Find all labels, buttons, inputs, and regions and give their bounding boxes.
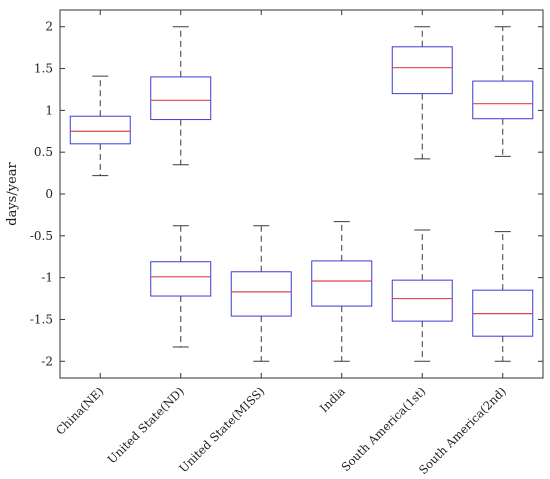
x-tick-label: United State(ND) (105, 384, 187, 466)
y-tick-label: -1.5 (30, 312, 53, 326)
iqr-box (391, 279, 453, 322)
y-axis: 2 1.5 1 0.5 0 -0.5 -1 -1.5 -2 (30, 20, 543, 368)
box-negative (150, 225, 212, 348)
iqr-box (150, 76, 212, 121)
y-tick-label: -2 (41, 354, 53, 368)
box-positive (150, 26, 212, 166)
x-tick-label: South America(2nd) (416, 384, 509, 477)
box-negative (391, 229, 453, 362)
y-tick-label: 1 (45, 103, 53, 117)
iqr-box (472, 80, 534, 120)
x-tick-label: South America(1st) (338, 384, 428, 474)
boxes-layer (69, 26, 534, 362)
box-negative (230, 225, 292, 362)
y-tick-label: 1.5 (34, 62, 53, 76)
iqr-box (230, 271, 292, 317)
plot-frame (59, 9, 544, 379)
y-tick-label: -1 (41, 271, 53, 285)
iqr-box (391, 46, 453, 95)
x-tick-label: India (317, 384, 348, 415)
y-tick-label: 0.5 (34, 145, 53, 159)
iqr-box (69, 115, 131, 145)
iqr-box (150, 261, 212, 297)
y-tick-label: -0.5 (30, 229, 53, 243)
x-tick-label: United State(MISS) (176, 384, 267, 475)
box-positive (391, 26, 453, 160)
y-tick-label: 0 (45, 187, 53, 201)
y-axis-label: days/year (5, 161, 20, 225)
x-tick-label: China(NE) (53, 384, 106, 437)
y-tick-label: 2 (45, 20, 53, 34)
box-negative (472, 231, 534, 362)
box-negative (311, 221, 373, 362)
box-positive (472, 26, 534, 157)
iqr-box (311, 260, 373, 307)
box-positive (69, 75, 131, 177)
